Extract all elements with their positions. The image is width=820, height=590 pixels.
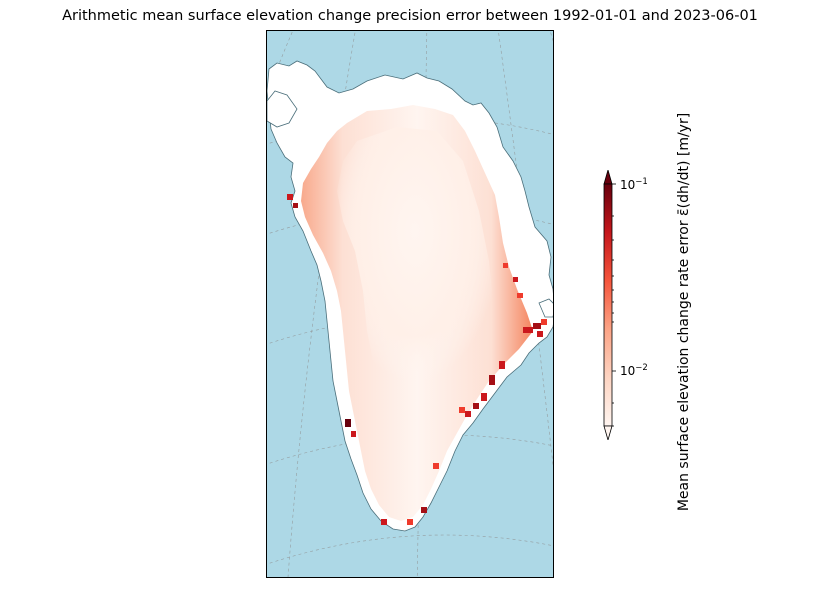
greenland-map <box>267 31 553 577</box>
colorbar-label: Mean surface elevation change rate error… <box>676 112 692 512</box>
map-panel <box>266 30 554 578</box>
colorbar-extend-min <box>603 425 613 442</box>
colorbar-body <box>603 183 613 427</box>
colorbar-tick-label-top: 10−1 <box>620 177 648 192</box>
colorbar-ticks <box>612 183 616 427</box>
figure-title: Arithmetic mean surface elevation change… <box>62 8 758 24</box>
tick-base: 10 <box>620 364 636 378</box>
high-error-margin-pixels <box>287 194 547 525</box>
colorbar <box>600 168 626 442</box>
colorbar-tick-label-bottom: 10−2 <box>620 363 648 378</box>
island-nw <box>267 90 298 128</box>
tick-exponent: −2 <box>635 363 648 373</box>
colorbar-extend-max <box>603 168 613 185</box>
colorbar-graphic <box>603 168 616 442</box>
tick-exponent: −1 <box>635 177 648 187</box>
island-se <box>538 298 553 318</box>
ice-sheet-core <box>337 127 493 401</box>
tick-base: 10 <box>620 178 636 192</box>
